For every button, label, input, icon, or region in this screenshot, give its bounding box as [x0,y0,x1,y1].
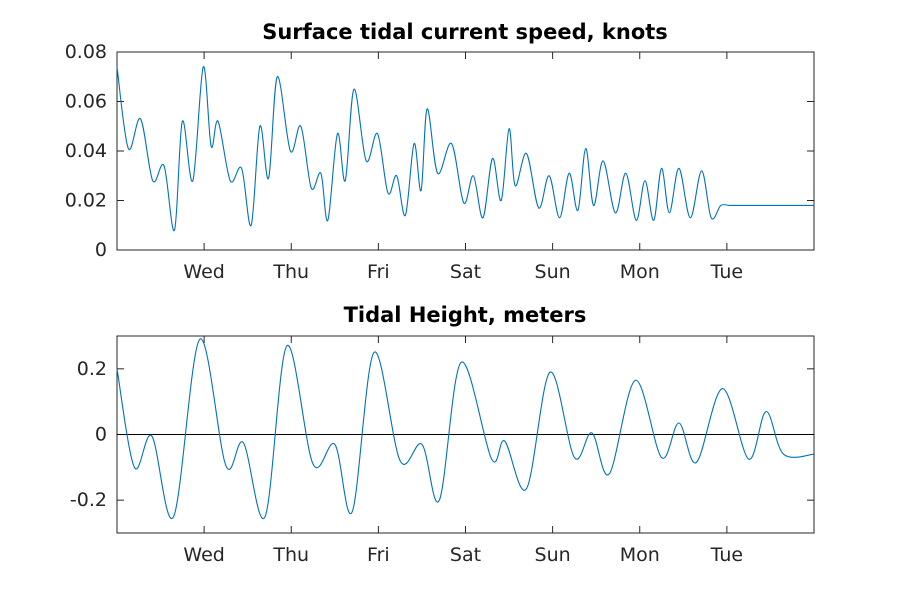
current-speed-ytick-label: 0.06 [65,91,107,113]
current-speed-ytick-label: 0.08 [65,41,107,63]
current-speed-y-axis: 0 0.02 0.04 0.06 0.08 [65,41,814,261]
tidal-height-plot-area [116,338,815,520]
current-speed-axes: Surface tidal current speed, knots 0 0.02… [65,20,815,283]
current-speed-xtick-label: Thu [272,261,309,283]
current-speed-xtick-label: Wed [183,261,224,283]
tidal-height-xtick-label: Sat [450,544,481,566]
current-speed-ytick-label: 0.02 [65,190,107,212]
current-speed-x-axis: Wed Thu Fri Sat Sun Mon Tue [183,52,743,283]
tidal-height-axes: Tidal Height, meters -0.2 0 0.2 Wed Thu Fri S… [70,303,815,566]
tidal-height-series-line [116,338,815,520]
current-speed-ytick-label: 0 [95,239,107,261]
tidal-height-title: Tidal Height, meters [344,303,587,327]
tidal-height-ytick-label: 0.2 [77,358,107,380]
current-speed-xtick-label: Tue [710,261,743,283]
current-speed-xtick-label: Fri [367,261,390,283]
tidal-height-ytick-label: 0 [95,424,107,446]
tidal-height-y-axis: -0.2 0 0.2 [70,358,814,511]
current-speed-title: Surface tidal current speed, knots [262,20,668,44]
current-speed-xtick-label: Sun [535,261,571,283]
current-speed-xtick-label: Sat [450,261,481,283]
tidal-height-xtick-label: Mon [620,544,660,566]
tidal-height-xtick-label: Wed [183,544,224,566]
current-speed-plot-area [116,66,814,231]
tidal-height-x-axis: Wed Thu Fri Sat Sun Mon Tue [183,336,743,566]
current-speed-series-line [116,66,814,231]
tidal-height-xtick-label: Sun [535,544,571,566]
current-speed-ytick-label: 0.04 [65,140,107,162]
tidal-height-xtick-label: Thu [272,544,309,566]
tidal-height-ytick-label: -0.2 [70,489,107,511]
tidal-height-xtick-label: Tue [710,544,743,566]
current-speed-xtick-label: Mon [620,261,660,283]
tidal-height-xtick-label: Fri [367,544,390,566]
